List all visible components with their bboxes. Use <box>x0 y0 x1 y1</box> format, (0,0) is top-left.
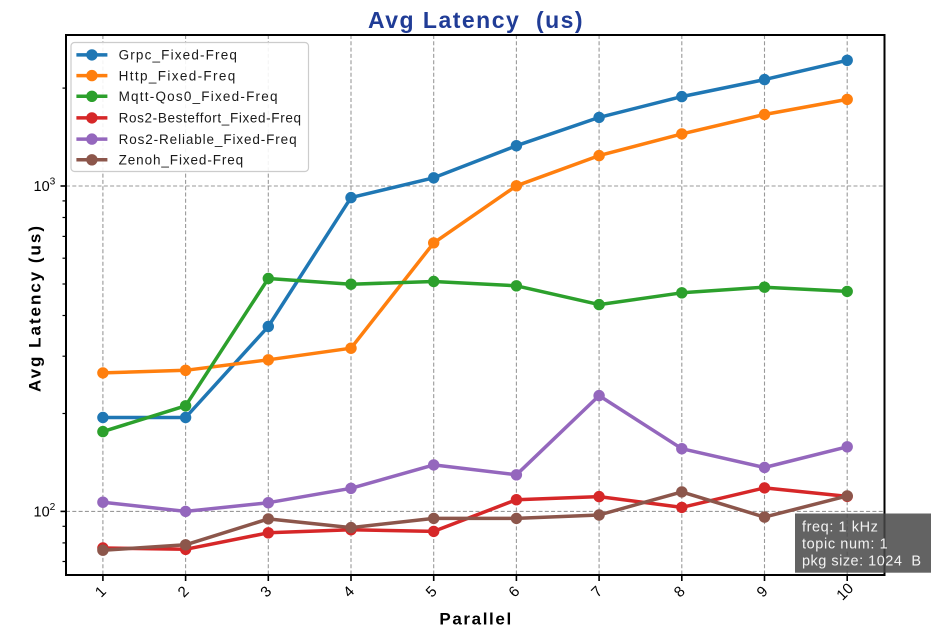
svg-text:102: 102 <box>34 502 56 521</box>
svg-text:103: 103 <box>34 177 56 196</box>
svg-text:freq: 1 kHz: freq: 1 kHz <box>802 520 878 536</box>
svg-text:pkg size: 1024 B: pkg size: 1024 B <box>802 553 921 569</box>
svg-text:Ros2-Besteffort_Fixed-Freq: Ros2-Besteffort_Fixed-Freq <box>119 111 301 126</box>
svg-text:Ros2-Reliable_Fixed-Freq: Ros2-Reliable_Fixed-Freq <box>119 132 297 147</box>
svg-text:9: 9 <box>754 583 772 601</box>
svg-text:6: 6 <box>505 583 523 601</box>
svg-text:Avg Latency (us): Avg Latency (us) <box>26 226 45 392</box>
svg-text:Avg Latency (us): Avg Latency (us) <box>368 7 583 33</box>
svg-text:8: 8 <box>671 583 689 601</box>
svg-text:topic num: 1: topic num: 1 <box>802 536 888 552</box>
svg-text:3: 3 <box>257 583 275 601</box>
svg-text:Parallel: Parallel <box>439 610 511 629</box>
svg-text:7: 7 <box>588 583 606 601</box>
svg-text:Mqtt-Qos0_Fixed-Freq: Mqtt-Qos0_Fixed-Freq <box>119 89 278 104</box>
svg-text:Grpc_Fixed-Freq: Grpc_Fixed-Freq <box>119 48 237 63</box>
svg-text:Zenoh_Fixed-Freq: Zenoh_Fixed-Freq <box>119 153 244 168</box>
svg-text:2: 2 <box>175 583 193 601</box>
svg-text:1: 1 <box>92 583 110 601</box>
svg-text:4: 4 <box>340 583 358 601</box>
svg-text:5: 5 <box>423 583 441 601</box>
svg-text:10: 10 <box>833 580 857 604</box>
